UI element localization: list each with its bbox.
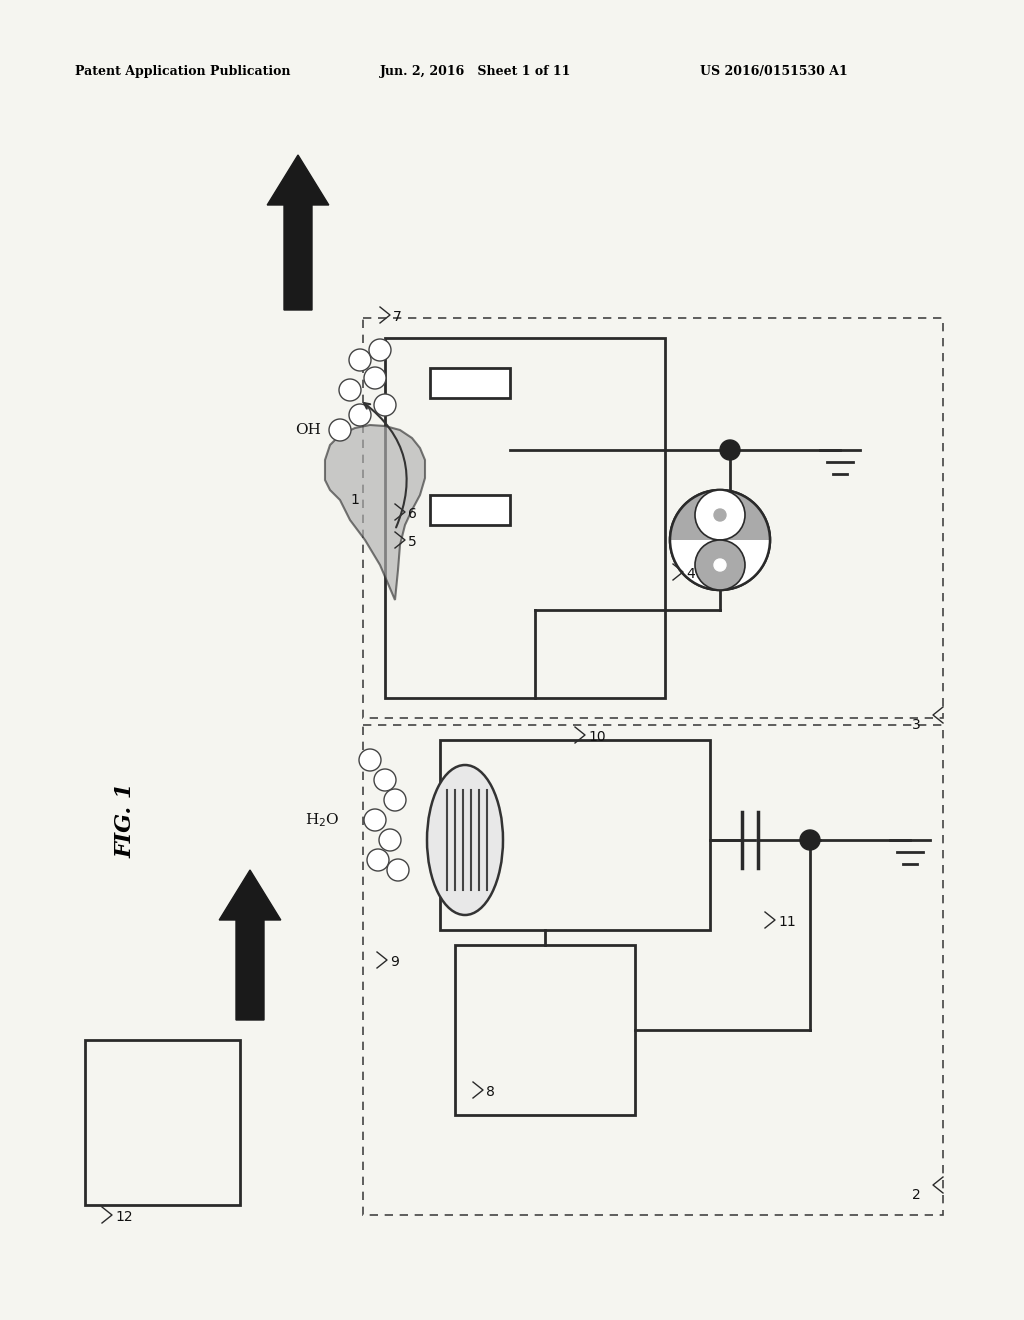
Circle shape bbox=[339, 379, 361, 401]
Bar bbox=[430, 368, 510, 399]
Circle shape bbox=[384, 789, 406, 810]
FancyArrow shape bbox=[267, 154, 329, 310]
Circle shape bbox=[714, 510, 726, 521]
Text: H$_2$O: H$_2$O bbox=[305, 812, 339, 829]
Text: 5: 5 bbox=[408, 535, 417, 549]
Bar bbox=[430, 495, 510, 525]
Text: 12: 12 bbox=[115, 1210, 133, 1224]
Wedge shape bbox=[670, 540, 770, 590]
Bar bbox=[85, 1040, 240, 1205]
Bar bbox=[362, 318, 943, 718]
Circle shape bbox=[379, 829, 401, 851]
Text: Patent Application Publication: Patent Application Publication bbox=[75, 66, 291, 78]
Text: 11: 11 bbox=[778, 915, 796, 929]
Circle shape bbox=[329, 418, 351, 441]
Circle shape bbox=[364, 367, 386, 389]
Bar bbox=[440, 741, 710, 931]
Circle shape bbox=[714, 558, 726, 572]
Text: 9: 9 bbox=[390, 954, 399, 969]
Circle shape bbox=[387, 859, 409, 880]
Text: 10: 10 bbox=[588, 730, 605, 744]
Text: 8: 8 bbox=[486, 1085, 495, 1100]
Circle shape bbox=[369, 339, 391, 360]
Text: 7: 7 bbox=[393, 310, 401, 323]
Bar bbox=[455, 945, 635, 1115]
Wedge shape bbox=[670, 490, 770, 540]
Circle shape bbox=[364, 809, 386, 832]
Circle shape bbox=[367, 849, 389, 871]
Text: Jun. 2, 2016   Sheet 1 of 11: Jun. 2, 2016 Sheet 1 of 11 bbox=[380, 66, 571, 78]
Circle shape bbox=[374, 393, 396, 416]
Circle shape bbox=[800, 830, 820, 850]
Text: US 2016/0151530 A1: US 2016/0151530 A1 bbox=[700, 66, 848, 78]
Circle shape bbox=[349, 404, 371, 426]
Polygon shape bbox=[325, 425, 425, 601]
Text: 6: 6 bbox=[408, 507, 417, 521]
Circle shape bbox=[374, 770, 396, 791]
FancyArrow shape bbox=[219, 870, 281, 1020]
Circle shape bbox=[720, 440, 740, 459]
Circle shape bbox=[695, 540, 745, 590]
Text: 1: 1 bbox=[350, 492, 359, 507]
Ellipse shape bbox=[427, 766, 503, 915]
Circle shape bbox=[349, 348, 371, 371]
Circle shape bbox=[695, 490, 745, 540]
Text: 3: 3 bbox=[912, 718, 921, 733]
Text: 4: 4 bbox=[686, 568, 694, 581]
Bar bbox=[385, 338, 665, 698]
Bar bbox=[362, 725, 943, 1214]
Circle shape bbox=[670, 490, 770, 590]
Text: FIG. 1: FIG. 1 bbox=[115, 783, 137, 858]
Text: OH: OH bbox=[295, 422, 321, 437]
Text: 2: 2 bbox=[912, 1188, 921, 1203]
Circle shape bbox=[359, 748, 381, 771]
